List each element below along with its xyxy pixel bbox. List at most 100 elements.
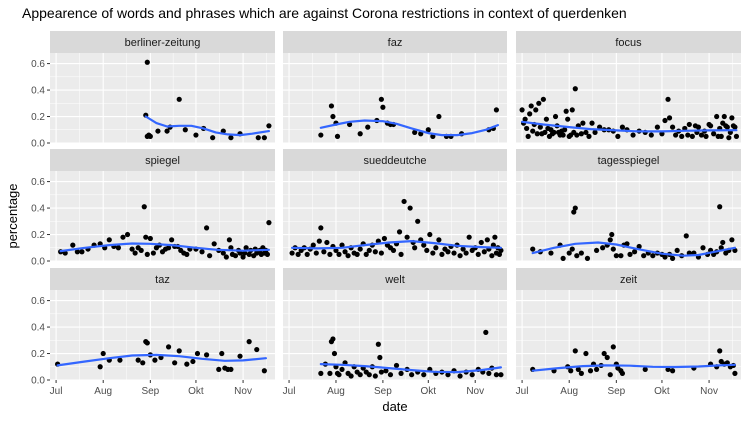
panel-zeit: zeit Jul Aug Sep Okt Nov bbox=[516, 268, 741, 397]
data-point bbox=[530, 246, 536, 252]
x-tick-label: Aug bbox=[327, 386, 345, 397]
data-point bbox=[619, 124, 626, 130]
data-point bbox=[97, 364, 103, 370]
data-point bbox=[666, 115, 673, 121]
data-point bbox=[378, 250, 384, 256]
x-axis-title: date bbox=[382, 399, 407, 414]
data-point bbox=[333, 247, 339, 254]
data-point bbox=[155, 128, 161, 134]
data-point bbox=[528, 103, 534, 109]
data-point bbox=[246, 251, 252, 257]
data-point bbox=[318, 370, 324, 376]
data-point bbox=[493, 107, 500, 113]
strip-label: berliner-zeitung bbox=[125, 37, 201, 49]
data-point bbox=[562, 127, 568, 133]
data-point bbox=[609, 231, 615, 238]
strip-label: spiegel bbox=[145, 155, 180, 167]
data-point bbox=[695, 124, 702, 130]
data-point bbox=[589, 120, 595, 126]
data-point bbox=[586, 133, 592, 139]
data-point bbox=[615, 133, 621, 139]
chart-title: Appearence of words and phrases which ar… bbox=[22, 5, 627, 21]
data-point bbox=[552, 113, 559, 120]
smooth-line-welt bbox=[319, 363, 502, 374]
data-point bbox=[527, 111, 533, 117]
data-point bbox=[492, 234, 498, 240]
data-point bbox=[255, 135, 261, 141]
data-point bbox=[578, 131, 584, 137]
panel-background bbox=[283, 53, 507, 143]
data-point bbox=[199, 249, 205, 255]
data-point bbox=[390, 247, 397, 254]
data-point bbox=[698, 132, 705, 138]
y-tick-label: 0.2 bbox=[31, 230, 45, 241]
data-point bbox=[261, 135, 267, 141]
data-point bbox=[498, 247, 504, 254]
data-point bbox=[489, 253, 495, 259]
data-point bbox=[568, 368, 574, 374]
data-point bbox=[398, 370, 404, 376]
data-point bbox=[415, 218, 421, 224]
data-point bbox=[460, 246, 466, 252]
y-tick-label: 0.6 bbox=[31, 177, 45, 188]
data-point bbox=[401, 198, 407, 205]
data-point bbox=[548, 250, 554, 256]
data-point bbox=[578, 250, 584, 256]
panel-background bbox=[50, 53, 275, 143]
data-point bbox=[321, 249, 327, 255]
strip-label: welt bbox=[384, 274, 405, 286]
x-tick-label: Okt bbox=[188, 386, 204, 397]
smooth-line-faz bbox=[319, 119, 499, 137]
strip-focus bbox=[516, 31, 741, 53]
data-point bbox=[457, 373, 463, 379]
data-point bbox=[496, 251, 503, 257]
data-point bbox=[237, 250, 243, 256]
data-point bbox=[304, 251, 310, 257]
data-point bbox=[240, 254, 246, 260]
data-point bbox=[152, 357, 158, 363]
data-point bbox=[144, 251, 150, 257]
data-point bbox=[707, 123, 714, 129]
data-point bbox=[466, 234, 472, 240]
data-point bbox=[536, 100, 542, 106]
data-point bbox=[377, 354, 383, 361]
data-point bbox=[357, 246, 363, 252]
data-point bbox=[481, 249, 487, 255]
data-point bbox=[313, 250, 319, 256]
data-point bbox=[182, 127, 188, 133]
data-point bbox=[334, 133, 341, 139]
data-point bbox=[79, 249, 85, 255]
data-point bbox=[266, 220, 272, 226]
data-point bbox=[427, 231, 433, 238]
data-point bbox=[717, 348, 723, 354]
x-tick-label: Sep bbox=[607, 386, 625, 397]
data-point bbox=[674, 247, 680, 254]
data-point bbox=[318, 225, 324, 231]
data-point bbox=[729, 237, 735, 243]
data-point bbox=[724, 124, 730, 130]
data-point bbox=[525, 133, 531, 139]
data-point bbox=[689, 133, 695, 139]
data-point bbox=[378, 369, 384, 375]
data-point bbox=[571, 209, 577, 215]
data-point bbox=[619, 370, 626, 376]
x-tick-label: Aug bbox=[94, 386, 112, 397]
strip-tagesspiegel bbox=[516, 149, 741, 171]
data-point bbox=[336, 372, 342, 378]
data-point bbox=[295, 251, 301, 257]
data-point bbox=[593, 247, 600, 254]
x-tick-label: Jul bbox=[50, 386, 63, 397]
panels-group: berliner-zeitung 0.0 0.2 0.4 0.6 faz focus spie… bbox=[31, 31, 741, 397]
data-point bbox=[289, 250, 295, 256]
data-point bbox=[232, 253, 239, 259]
panel-tagesspiegel: tagesspiegel bbox=[516, 149, 741, 262]
data-point bbox=[587, 368, 594, 374]
data-point bbox=[445, 372, 451, 378]
y-tick-label: 0.0 bbox=[31, 257, 45, 268]
data-point bbox=[348, 373, 354, 379]
data-point bbox=[607, 372, 613, 378]
strip-berliner-zeitung bbox=[50, 31, 275, 53]
data-point bbox=[537, 124, 543, 130]
data-point bbox=[600, 245, 606, 251]
x-tick-label: Sep bbox=[141, 386, 159, 397]
